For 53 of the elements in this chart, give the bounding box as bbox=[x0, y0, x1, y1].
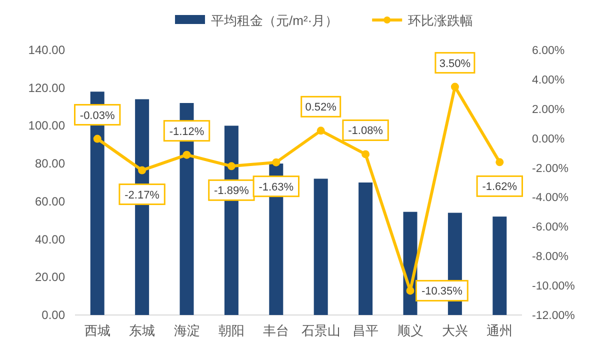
x-tick-label: 石景山 bbox=[301, 323, 340, 338]
legend-label: 环比涨跌幅 bbox=[408, 13, 474, 28]
data-label: -0.03% bbox=[80, 110, 115, 122]
legend-label: 平均租金（元/m²·月） bbox=[211, 13, 338, 28]
y-tick-label: 60.00 bbox=[34, 194, 66, 208]
point bbox=[272, 158, 280, 166]
bar bbox=[358, 182, 373, 315]
data-label: 0.52% bbox=[305, 102, 337, 114]
y-tick-label: 120.00 bbox=[28, 80, 66, 95]
x-tick-label: 海淀 bbox=[174, 323, 200, 338]
data-label: -2.17% bbox=[124, 189, 160, 202]
point bbox=[227, 162, 236, 170]
point bbox=[450, 82, 459, 91]
bar bbox=[492, 216, 507, 315]
data-label: -1.62% bbox=[482, 181, 518, 194]
point bbox=[316, 126, 325, 135]
y2-tick-label: 4.00% bbox=[532, 74, 565, 86]
data-label: -1.08% bbox=[348, 125, 384, 138]
data-label: -10.35% bbox=[421, 286, 463, 298]
y-tick-label: 80.00 bbox=[34, 156, 66, 171]
x-tick-label: 朝阳 bbox=[218, 323, 244, 338]
x-tick-label: 昌平 bbox=[352, 323, 379, 338]
y2-tick-label: 2.00% bbox=[532, 104, 565, 116]
point bbox=[138, 166, 146, 174]
data-label: -1.89% bbox=[214, 185, 250, 198]
x-tick-label: 西城 bbox=[84, 323, 110, 338]
data-label: -1.12% bbox=[169, 126, 204, 138]
point bbox=[362, 150, 370, 158]
y2-tick-label: -10.00% bbox=[532, 280, 575, 293]
y2-tick-label: -12.00% bbox=[532, 310, 575, 322]
y2-tick-label: -6.00% bbox=[532, 222, 568, 234]
y-tick-label: 140.00 bbox=[28, 43, 66, 57]
y2-tick-label: -4.00% bbox=[532, 192, 568, 204]
x-tick-label: 丰台 bbox=[263, 323, 290, 338]
y-tick-label: 100.00 bbox=[28, 118, 66, 133]
y2-tick-label: 0.00% bbox=[532, 133, 565, 146]
x-tick-label: 通州 bbox=[486, 323, 513, 338]
point bbox=[406, 286, 414, 295]
y2-tick-label: 6.00% bbox=[532, 45, 565, 57]
point bbox=[496, 158, 504, 166]
data-label: 3.50% bbox=[439, 58, 471, 70]
y2-tick-label: -8.00% bbox=[532, 251, 568, 264]
point bbox=[182, 150, 191, 159]
x-tick-label: 顺义 bbox=[397, 323, 424, 338]
bar bbox=[314, 178, 328, 315]
point bbox=[93, 134, 102, 143]
y2-tick-label: -2.00% bbox=[532, 162, 568, 175]
y-tick-label: 20.00 bbox=[34, 270, 66, 284]
x-tick-label: 大兴 bbox=[442, 323, 468, 338]
data-label: -1.63% bbox=[258, 181, 294, 194]
y-tick-label: 0.00 bbox=[42, 308, 66, 322]
y-tick-label: 40.00 bbox=[34, 232, 66, 246]
x-tick-label: 东城 bbox=[129, 323, 156, 338]
